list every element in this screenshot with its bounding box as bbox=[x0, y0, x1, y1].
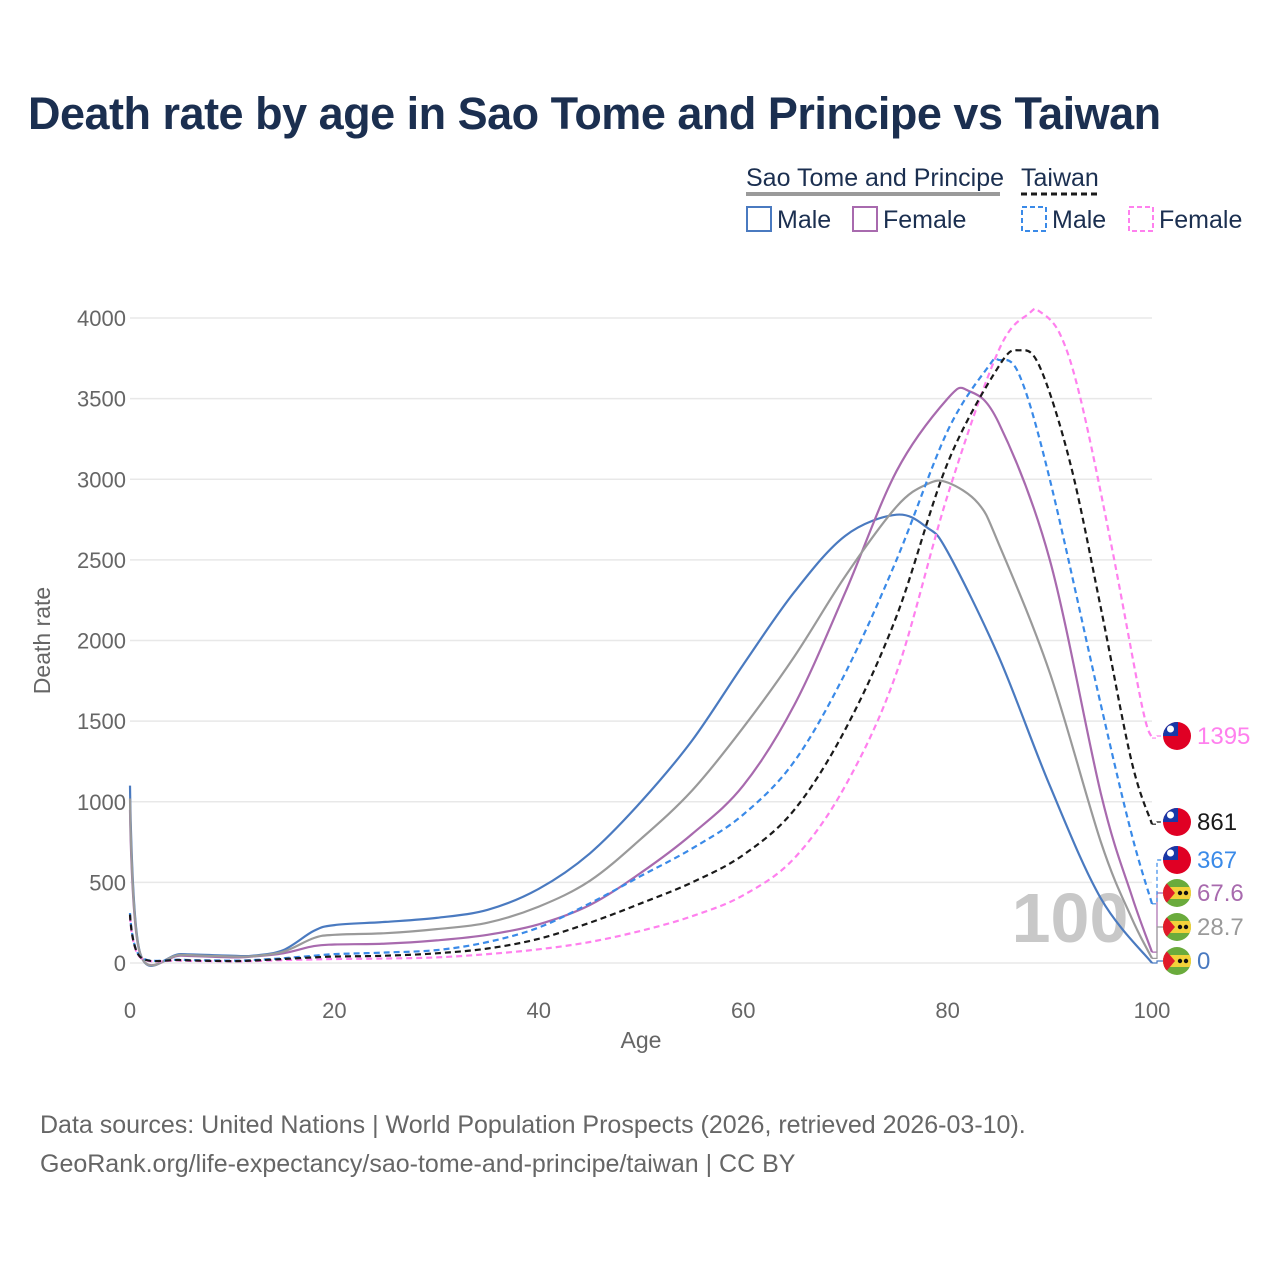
legend-group-taiwan: Taiwan bbox=[1021, 164, 1099, 192]
taiwan-flag-icon bbox=[1163, 808, 1191, 836]
x-tick-label-20: 20 bbox=[322, 998, 346, 1023]
legend-swatch-stp-female bbox=[852, 206, 878, 232]
y-tick-label-500: 500 bbox=[89, 870, 126, 895]
end-label-stp_male: 0 bbox=[1197, 948, 1210, 975]
chart-title: Death rate by age in Sao Tome and Princi… bbox=[28, 88, 1161, 139]
sao-tome-flag-icon bbox=[1163, 913, 1191, 941]
legend-item-stp-male[interactable]: Male bbox=[746, 206, 831, 234]
legend-item-taiwan-male[interactable]: Male bbox=[1021, 206, 1106, 234]
y-tick-label-1000: 1000 bbox=[77, 790, 126, 815]
legend: Sao Tome and Principe Taiwan Male Female… bbox=[746, 164, 1242, 234]
legend-swatch-taiwan-male bbox=[1021, 206, 1047, 232]
end-connector-stp_female bbox=[1152, 892, 1164, 953]
end-label-tw_female: 1395 bbox=[1197, 723, 1250, 750]
sao-tome-flag-icon bbox=[1163, 947, 1191, 975]
legend-label-stp-female: Female bbox=[883, 206, 966, 234]
legend-item-stp-female[interactable]: Female bbox=[852, 206, 966, 234]
age-watermark: 100 bbox=[1012, 879, 1129, 957]
legend-swatch-stp-male bbox=[746, 206, 772, 232]
end-label-stp_female: 67.6 bbox=[1197, 880, 1244, 907]
series-line-tw_male bbox=[128, 357, 1154, 962]
x-tick-label-40: 40 bbox=[527, 998, 551, 1023]
end-connector-stp_total bbox=[1152, 926, 1164, 959]
taiwan-flag-icon bbox=[1163, 722, 1191, 750]
sao-tome-flag-icon bbox=[1163, 879, 1191, 907]
end-connector-tw_female bbox=[1152, 735, 1164, 739]
y-tick-label-4000: 4000 bbox=[77, 306, 126, 331]
end-connector-tw_male bbox=[1152, 859, 1164, 905]
y-tick-label-1500: 1500 bbox=[77, 709, 126, 734]
y-tick-label-0: 0 bbox=[114, 951, 126, 976]
source-note: Data sources: United Nations | World Pop… bbox=[40, 1106, 1026, 1184]
taiwan-flag-icon bbox=[1163, 846, 1191, 874]
legend-label-stp-male: Male bbox=[777, 206, 831, 234]
legend-label-taiwan-male: Male bbox=[1052, 206, 1106, 234]
axes: 0 500 1000 1500 2000 2500 3000 3500 4000 0 20 40 60 8… bbox=[29, 306, 1170, 1053]
end-labels: 0 67.6 28.7 367 1395 861 bbox=[1152, 722, 1250, 975]
series-line-stp_total bbox=[128, 479, 1153, 967]
y-tick-label-2500: 2500 bbox=[77, 548, 126, 573]
series-line-tw_total bbox=[128, 349, 1154, 963]
series-line-stp_male bbox=[128, 513, 1153, 967]
legend-swatch-taiwan-female bbox=[1128, 206, 1154, 232]
y-tick-label-2000: 2000 bbox=[77, 629, 126, 654]
end-label-stp_total: 28.7 bbox=[1197, 914, 1244, 941]
x-tick-label-80: 80 bbox=[935, 998, 959, 1023]
source-line-2[interactable]: GeoRank.org/life-expectancy/sao-tome-and… bbox=[40, 1150, 796, 1178]
source-line-1: Data sources: United Nations | World Pop… bbox=[40, 1111, 1026, 1139]
end-connector-tw_total bbox=[1152, 821, 1164, 825]
y-tick-label-3500: 3500 bbox=[77, 387, 126, 412]
y-tick-label-3000: 3000 bbox=[77, 467, 126, 492]
legend-group-stp: Sao Tome and Principe bbox=[746, 164, 1004, 192]
series-line-stp_female bbox=[128, 386, 1154, 967]
gridlines bbox=[130, 317, 1152, 964]
series-line-tw_female bbox=[128, 307, 1154, 963]
legend-item-taiwan-female[interactable]: Female bbox=[1128, 206, 1242, 234]
legend-label-taiwan-female: Female bbox=[1159, 206, 1242, 234]
end-connector-stp_male bbox=[1152, 960, 1164, 964]
x-tick-label-60: 60 bbox=[731, 998, 755, 1023]
x-tick-label-100: 100 bbox=[1134, 998, 1171, 1023]
x-axis-title: Age bbox=[621, 1027, 662, 1053]
x-tick-label-0: 0 bbox=[124, 998, 136, 1023]
series-lines bbox=[128, 307, 1154, 967]
end-label-tw_male: 367 bbox=[1197, 847, 1237, 874]
y-axis-title: Death rate bbox=[29, 587, 55, 694]
end-label-tw_total: 861 bbox=[1197, 809, 1237, 836]
